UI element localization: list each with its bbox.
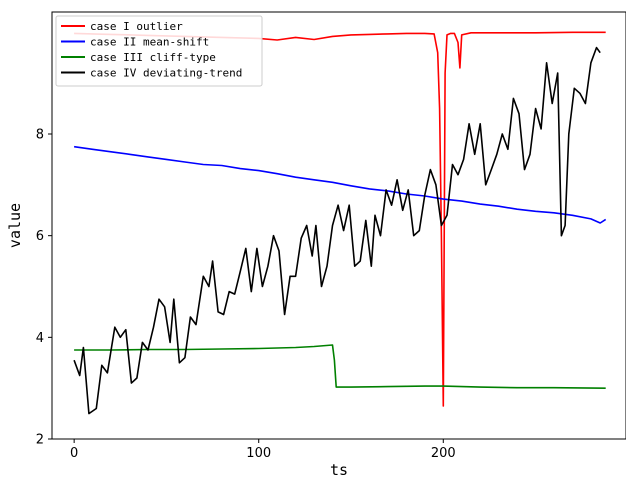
series-line-2	[73, 145, 607, 224]
y-tick-label: 2	[36, 433, 44, 448]
legend-label-4: case IV deviating-trend	[90, 67, 242, 80]
x-tick-label: 200	[431, 446, 456, 461]
series-line-4	[73, 46, 601, 415]
legend-label-3: case III cliff-type	[90, 51, 216, 64]
legend-label-1: case I outlier	[90, 20, 183, 33]
legend-box	[55, 15, 263, 87]
x-axis-label: ts	[330, 461, 348, 479]
y-axis-label: value	[6, 203, 24, 248]
axes-layer: 0 100 200 2 4 6 8	[36, 128, 456, 462]
x-tick-label: 100	[246, 446, 271, 461]
y-tick-label: 6	[36, 229, 44, 244]
y-tick-label: 4	[36, 331, 44, 346]
series-line-3	[74, 344, 606, 389]
y-tick-label: 8	[36, 128, 44, 143]
x-tick-label: 0	[70, 446, 78, 461]
legend-label-2: case II mean-shift	[90, 36, 209, 49]
legend: case I outlier case II mean-shift case III…	[55, 15, 263, 87]
